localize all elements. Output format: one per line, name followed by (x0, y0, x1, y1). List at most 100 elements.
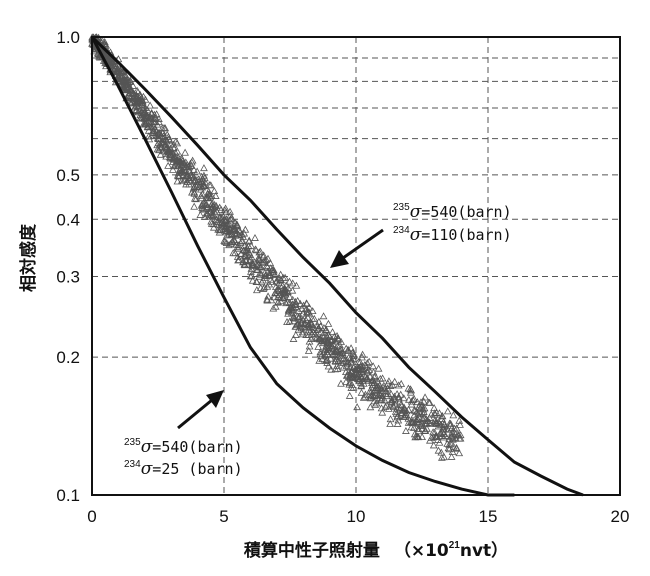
data-point (313, 321, 322, 329)
data-point (181, 158, 190, 166)
data-point (220, 222, 228, 230)
data-point (153, 145, 162, 153)
data-point (416, 421, 425, 429)
data-point (333, 342, 342, 350)
data-point (323, 345, 332, 353)
data-point (389, 401, 398, 409)
data-point (225, 230, 233, 238)
data-point (345, 391, 354, 399)
data-point (363, 366, 372, 374)
data-point (356, 358, 364, 366)
data-point (228, 226, 237, 234)
data-point (377, 394, 386, 402)
data-point (373, 385, 382, 393)
data-point (255, 262, 264, 270)
data-point (230, 222, 239, 230)
x-axis-ticks: 0 5 10 15 20 (87, 507, 629, 526)
data-point (448, 435, 457, 443)
data-point (198, 183, 207, 191)
data-point (439, 433, 448, 441)
data-point (210, 187, 219, 195)
data-point (410, 395, 419, 403)
data-point (202, 194, 211, 202)
data-point (165, 147, 174, 155)
data-point (231, 249, 239, 257)
data-point (200, 164, 208, 172)
data-point (108, 59, 117, 67)
data-point (378, 374, 387, 382)
data-point (438, 453, 446, 461)
data-point (352, 368, 361, 376)
data-point (321, 335, 330, 343)
data-point (263, 267, 272, 275)
data-point (393, 411, 402, 419)
data-point (110, 66, 118, 74)
data-point (169, 155, 178, 163)
data-point (217, 218, 226, 226)
data-point (174, 153, 183, 161)
data-point (448, 424, 456, 432)
data-point (147, 114, 155, 122)
annotation-upper-text2: =110(barn) (421, 226, 511, 244)
data-point (445, 419, 454, 427)
data-point (206, 212, 215, 220)
model-curve-lower (90, 36, 515, 497)
model-curves (90, 35, 584, 497)
y-tick-label: 0.3 (56, 267, 80, 286)
data-point (397, 379, 406, 387)
data-point (170, 153, 178, 161)
data-point (342, 344, 351, 352)
data-point (255, 248, 264, 256)
data-point (108, 57, 116, 65)
data-point (236, 238, 245, 246)
data-point (287, 308, 296, 316)
data-point (443, 439, 452, 447)
data-point (179, 176, 188, 184)
data-point (394, 381, 403, 389)
annotation-lower-arrow (177, 390, 224, 430)
data-point (410, 423, 418, 431)
data-point (265, 271, 274, 279)
data-point (233, 220, 242, 228)
data-point (141, 120, 150, 128)
data-point (409, 395, 417, 403)
data-point (320, 328, 328, 336)
data-point (196, 210, 205, 218)
data-point (318, 354, 327, 362)
data-point (263, 296, 272, 304)
annotation-upper-sym1: σ (410, 202, 422, 222)
data-point (422, 419, 431, 427)
data-point (279, 294, 288, 302)
data-point (230, 237, 239, 245)
annotation-upper-arrow (330, 228, 384, 268)
data-point (346, 370, 355, 378)
data-point (127, 85, 136, 93)
data-point (328, 328, 337, 336)
data-point (400, 412, 409, 420)
data-point (289, 317, 298, 325)
model-curve-upper (90, 35, 584, 497)
data-point (394, 416, 403, 424)
annotation-upper-sym2: σ (410, 225, 422, 245)
data-point (440, 420, 449, 428)
x-axis-label: 積算中性子照射量 （×1021nvt） (244, 540, 508, 561)
data-point (207, 219, 216, 227)
data-point (416, 400, 424, 408)
annotation-lower-sup2: 234 (124, 459, 141, 470)
data-point (304, 308, 313, 316)
data-point (288, 300, 297, 308)
data-point (402, 426, 410, 434)
data-point (197, 194, 206, 202)
annotation-lower-sym1: σ (141, 437, 153, 457)
data-point (316, 348, 325, 356)
data-point (164, 161, 172, 169)
data-point (97, 35, 106, 43)
data-point (443, 407, 452, 415)
annotation-lower-text1: =540(barn) (152, 438, 242, 456)
data-point (255, 255, 263, 263)
data-point (197, 191, 206, 199)
data-point (262, 255, 271, 263)
data-point (432, 432, 441, 440)
data-point (316, 350, 325, 358)
